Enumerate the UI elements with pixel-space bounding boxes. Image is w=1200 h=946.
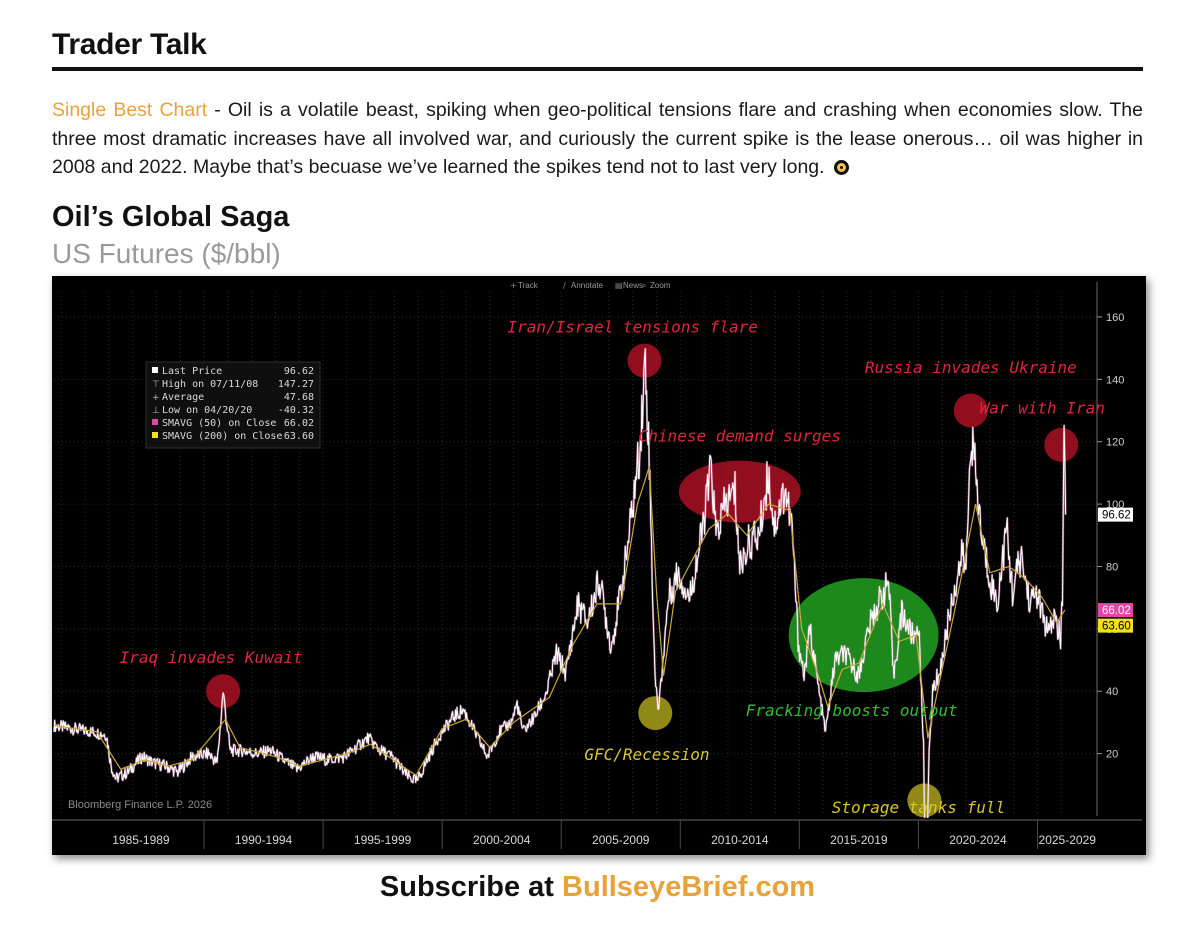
toolbar-label: Track <box>518 281 539 290</box>
legend-swatch <box>152 432 158 438</box>
legend-value: 147.27 <box>278 379 314 390</box>
legend-label: Last Price <box>162 366 222 377</box>
news-icon: ▤ <box>615 281 623 290</box>
annotation-label: Iraq invades Kuwait <box>120 648 303 667</box>
subscribe-link[interactable]: BullseyeBrief.com <box>562 871 816 903</box>
legend-glyph: ⊥ <box>152 406 160 416</box>
legend-value: -40.32 <box>278 405 314 416</box>
legend-swatch <box>152 367 158 373</box>
price-tag-label: 63.60 <box>1102 621 1131 633</box>
legend-value: 63.60 <box>284 431 314 442</box>
oil-price-chart: 204060801001201401601985-19891990-199419… <box>52 276 1146 855</box>
y-tick-label: 120 <box>1106 437 1124 449</box>
track-icon: + <box>510 281 517 290</box>
price-tag <box>1098 618 1133 633</box>
annotation-bubble <box>638 696 673 731</box>
intro-lead: Single Best Chart <box>52 99 208 121</box>
legend-label: Low on 04/20/20 <box>162 405 252 416</box>
x-tick-label: 1995-1999 <box>354 833 412 847</box>
page-title: Trader Talk <box>52 28 207 61</box>
subscribe-line: Subscribe at BullseyeBrief.com <box>0 871 1195 904</box>
x-tick-label: 2020-2024 <box>949 833 1007 847</box>
annotation-label: War with Iran <box>980 399 1105 418</box>
bullseye-icon <box>834 160 849 175</box>
x-tick-label: 1990-1994 <box>235 833 293 847</box>
legend-swatch <box>152 419 158 425</box>
y-tick-label: 80 <box>1106 561 1118 573</box>
annotation-bubble <box>1044 427 1079 462</box>
toolbar-label: Zoom <box>650 281 671 290</box>
toolbar-news-button[interactable]: ▤ News <box>615 281 643 290</box>
y-tick-label: 40 <box>1106 686 1118 698</box>
legend-label: Average <box>162 392 204 403</box>
annotation-bubble <box>206 674 241 709</box>
subscribe-prefix: Subscribe at <box>379 871 563 903</box>
intro-text: - Oil is a volatile beast, spiking when … <box>52 99 1143 178</box>
legend-value: 47.68 <box>284 392 314 403</box>
price-tag-label: 66.02 <box>1102 605 1131 617</box>
zoom-icon: ⌕ <box>642 281 646 290</box>
annotation-label: Fracking boosts output <box>746 701 958 720</box>
annotation-label: GFC/Recession <box>584 745 709 764</box>
annotation-bubble <box>953 393 988 428</box>
price-tag-label: 96.62 <box>1102 510 1131 522</box>
legend-label: SMAVG (200) on Close <box>162 431 282 442</box>
annotate-icon: ∕ <box>563 281 566 290</box>
y-tick-label: 160 <box>1106 312 1124 324</box>
legend-label: SMAVG (50) on Close <box>162 418 276 429</box>
annotation-label: Storage tanks full <box>832 798 1005 817</box>
x-tick-label: 2010-2014 <box>711 833 769 847</box>
price-tag <box>1098 507 1133 522</box>
toolbar-track-button[interactable]: + Track <box>510 281 539 290</box>
toolbar-annotate-button[interactable]: ∕ Annotate <box>563 281 604 290</box>
x-tick-label: 2015-2019 <box>830 833 888 847</box>
x-tick-label: 2005-2009 <box>592 833 650 847</box>
chart-subtitle: US Futures ($/bbl) <box>52 238 281 269</box>
legend-glyph: + <box>152 393 160 403</box>
legend-box <box>145 361 321 449</box>
legend-glyph: ⊤ <box>152 380 160 390</box>
toolbar-label: Annotate <box>571 281 604 290</box>
legend-value: 66.02 <box>284 418 314 429</box>
annotation-label: Chinese demand surges <box>639 427 841 446</box>
legend-value: 96.62 <box>284 366 314 377</box>
price-tag <box>1098 603 1133 618</box>
chart-svg: 204060801001201401601985-19891990-199419… <box>52 281 1146 855</box>
chart-title: Oil’s Global Saga <box>52 201 290 233</box>
toolbar-zoom-button[interactable]: ⌕ Zoom <box>642 281 671 290</box>
x-tick-label: 1985-1989 <box>112 833 170 847</box>
y-tick-label: 140 <box>1106 374 1124 386</box>
legend-label: High on 07/11/08 <box>162 379 258 390</box>
intro-paragraph: Single Best Chart - Oil is a volatile be… <box>52 96 1143 182</box>
x-tick-label: 2000-2004 <box>473 833 531 847</box>
smavg-line <box>53 466 1066 777</box>
x-tick-label: 2025-2029 <box>1039 833 1097 847</box>
last-price-line <box>53 348 1067 823</box>
toolbar-label: News <box>623 281 643 290</box>
title-divider <box>52 67 1143 71</box>
annotation-label: Russia invades Ukraine <box>865 358 1077 377</box>
annotation-label: Iran/Israel tensions flare <box>507 318 757 337</box>
y-tick-label: 20 <box>1106 749 1118 761</box>
watermark: Bloomberg Finance L.P. 2026 <box>68 799 212 811</box>
x-axis-band <box>52 818 1146 855</box>
